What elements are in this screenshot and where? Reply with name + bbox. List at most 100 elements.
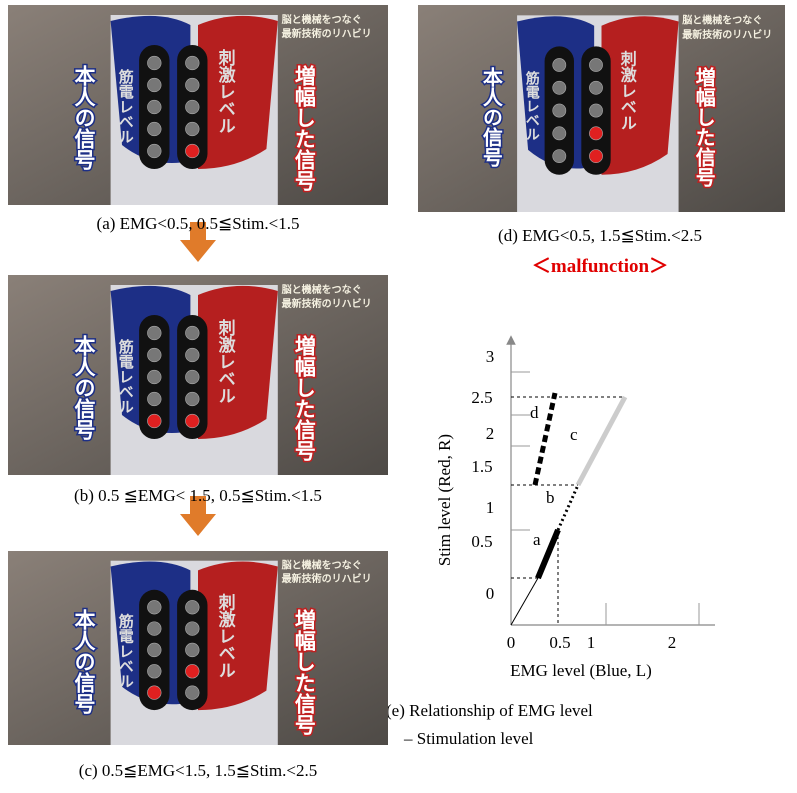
overlay-text: 刺激レベル — [618, 50, 638, 131]
lamp — [589, 104, 602, 117]
lamp — [553, 150, 566, 163]
lamp — [185, 56, 199, 70]
lamp — [553, 58, 566, 71]
lamp — [185, 100, 199, 114]
lamp — [147, 326, 161, 340]
lamp — [147, 348, 161, 362]
red-panel — [602, 16, 679, 175]
lamp — [185, 78, 199, 92]
y-tick-label: 0.5 — [471, 532, 492, 551]
banner-text: 脳と機械をつなぐ — [682, 14, 762, 27]
line-origin — [511, 578, 538, 625]
x-tick-label: 2 — [668, 633, 677, 652]
y-tick-label: 1 — [486, 498, 495, 517]
y-tick-label: 0 — [486, 584, 495, 603]
banner-text: 最新技術のリハビリ — [282, 297, 372, 310]
lamp — [147, 144, 161, 158]
lamp — [147, 622, 161, 636]
segment-b — [558, 485, 578, 530]
lamp — [553, 127, 566, 140]
segment-label: b — [546, 488, 555, 507]
lamp — [185, 122, 199, 136]
lamp — [185, 643, 199, 657]
overlay-text: 筋電レベル — [117, 68, 135, 144]
banner-text: 最新技術のリハビリ — [682, 28, 772, 41]
overlay-text: 本人の信号 — [72, 335, 96, 440]
banner-text: 最新技術のリハビリ — [282, 27, 372, 40]
lamp — [147, 600, 161, 614]
lamp — [553, 104, 566, 117]
segment-c — [578, 397, 625, 485]
photo-caption: (c) 0.5≦EMG<1.5, 1.5≦Stim.<2.5 — [79, 761, 317, 780]
photo-caption: (d) EMG<0.5, 1.5≦Stim.<2.5 — [498, 226, 702, 245]
lamp — [147, 122, 161, 136]
lamp — [589, 58, 602, 71]
y-axis-label: Stim level (Red, R) — [435, 434, 454, 566]
photo: 本人の信号筋電レベル刺激レベル増幅した信号脳と機械をつなぐ最新技術のリハビリ — [8, 551, 388, 745]
photo-caption: (a) EMG<0.5, 0.5≦Stim.<1.5 — [97, 214, 300, 233]
segment-a — [538, 530, 558, 578]
lamp — [185, 414, 199, 428]
overlay-text: 刺激レベル — [215, 318, 236, 404]
overlay-text: 増幅した信号 — [292, 334, 316, 461]
red-panel — [198, 562, 278, 711]
banner-text: 脳と機械をつなぐ — [282, 283, 362, 296]
lamp — [589, 150, 602, 163]
tick-marks — [511, 372, 699, 625]
overlay-text: 増幅した信号 — [692, 66, 716, 187]
overlay-text: 刺激レベル — [215, 48, 236, 134]
x-tick-label: 0 — [507, 633, 516, 652]
y-tick-label: 3 — [486, 347, 495, 366]
lamp — [147, 414, 161, 428]
lamp — [185, 686, 199, 700]
graph: a b c d 0 0.5 1 1.5 2 2.5 3 0 0.5 1 2 EM… — [386, 340, 715, 748]
segment-label: a — [533, 530, 541, 549]
graph-caption: – Stimulation level — [403, 729, 534, 748]
lamp — [147, 664, 161, 678]
segment-label: c — [570, 425, 578, 444]
lamp — [147, 78, 161, 92]
y-tick-label: 2 — [486, 424, 495, 443]
figure: ＜malfunction＞ a b c d 0 0.5 1 1.5 2 2.5 — [0, 0, 797, 793]
overlay-text: 本人の信号 — [72, 609, 96, 714]
y-tick-label: 1.5 — [471, 457, 492, 476]
banner-text: 脳と機械をつなぐ — [282, 13, 362, 26]
lamp — [185, 144, 199, 158]
lamp — [185, 348, 199, 362]
overlay-text: 筋電レベル — [117, 338, 135, 414]
segment-label: d — [530, 403, 539, 422]
x-tick-label: 0.5 — [549, 633, 570, 652]
lamp — [147, 370, 161, 384]
graph-caption: (e) Relationship of EMG level — [386, 701, 593, 720]
lamp — [589, 81, 602, 94]
overlay-text: 増幅した信号 — [292, 64, 316, 191]
photo-caption: (b) 0.5 ≦EMG< 1.5, 0.5≦Stim.<1.5 — [74, 486, 322, 505]
photo: 本人の信号 筋電レベル 刺激レベル 増幅した信号 脳と機械をつなぐ最新技術のリハビリ — [8, 5, 388, 205]
lamp — [589, 127, 602, 140]
lamp — [185, 392, 199, 406]
lamp — [185, 664, 199, 678]
x-axis-label: EMG level (Blue, L) — [510, 661, 652, 680]
overlay-text: 筋電レベル — [524, 71, 540, 142]
overlay-text: 筋電レベル — [117, 612, 135, 688]
lamp — [185, 600, 199, 614]
overlay-text: 本人の信号 — [72, 65, 96, 170]
page: {"photos": [ {"caption": "(a) EMG<0.5, 0… — [0, 0, 797, 793]
malfunction-label: ＜malfunction＞ — [532, 256, 668, 277]
overlay-text: 増幅した信号 — [292, 609, 316, 736]
lamp — [185, 326, 199, 340]
red-panel — [198, 16, 278, 169]
lamp — [147, 56, 161, 70]
lamp — [147, 392, 161, 406]
overlay-text: 本人の信号 — [479, 67, 503, 167]
lamp — [185, 370, 199, 384]
lamp — [147, 686, 161, 700]
banner-text: 最新技術のリハビリ — [282, 572, 372, 585]
y-tick-label: 2.5 — [471, 388, 492, 407]
lamp — [553, 81, 566, 94]
red-panel — [198, 286, 278, 439]
x-tick-label: 1 — [587, 633, 596, 652]
lamp — [185, 622, 199, 636]
